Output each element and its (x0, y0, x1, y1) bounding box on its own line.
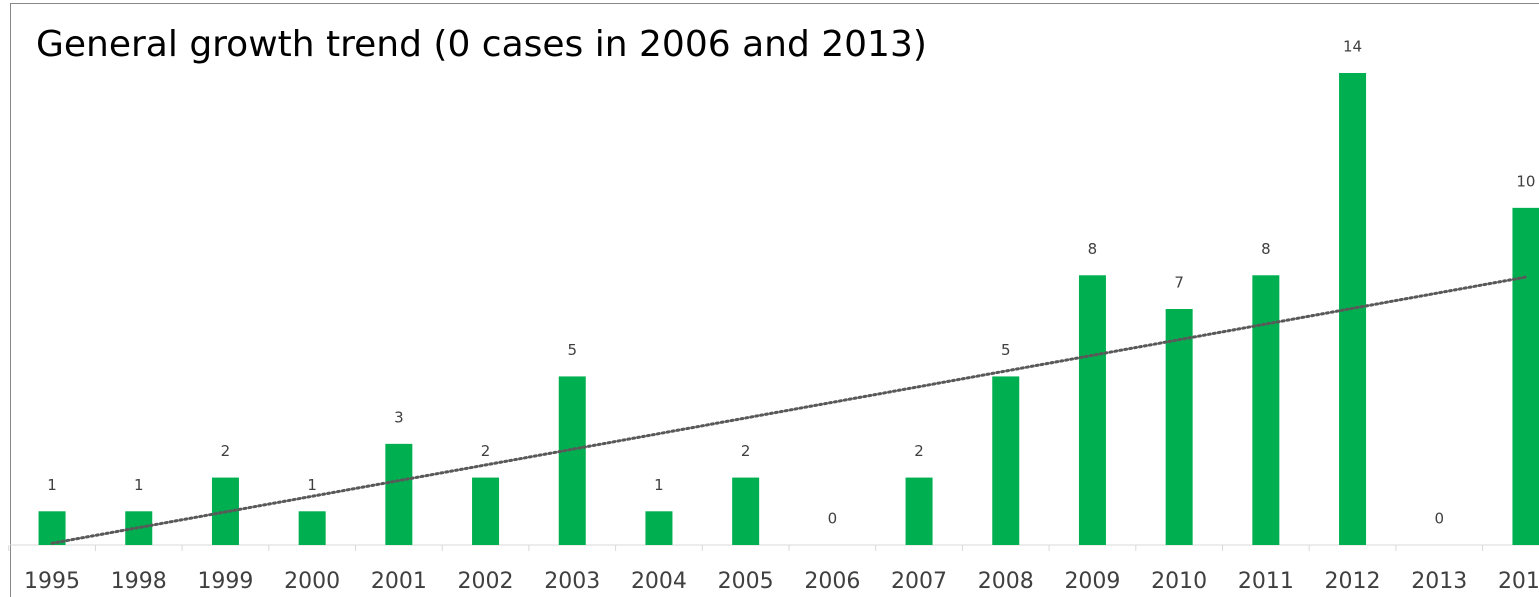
x-tick-label: 1999 (197, 569, 253, 594)
bar (385, 443, 413, 545)
data-label: 2 (481, 442, 491, 460)
x-tick-label: 1998 (111, 569, 167, 594)
data-label: 1 (654, 476, 664, 494)
data-label: 7 (1174, 274, 1184, 292)
data-label: 3 (394, 408, 404, 426)
bar (1165, 309, 1193, 545)
x-tick-label: 2000 (284, 569, 340, 594)
x-tick-label: 2014 (1498, 569, 1539, 594)
x-tick-label: 2003 (544, 569, 600, 594)
x-tick-label: 2007 (891, 569, 947, 594)
bar (472, 477, 500, 545)
x-tick-label: 2011 (1238, 569, 1294, 594)
data-label: 14 (1343, 38, 1362, 56)
data-label: 0 (1434, 510, 1444, 528)
bar (558, 376, 586, 545)
x-tick-label: 2004 (631, 569, 687, 594)
trendline (50, 275, 1528, 545)
data-label: 8 (1088, 240, 1098, 258)
data-label: 2 (914, 442, 924, 460)
bar (992, 376, 1020, 545)
bar (905, 477, 933, 545)
x-tick-label: 2009 (1064, 569, 1120, 594)
bar (645, 511, 673, 545)
x-tick-label: 1995 (24, 569, 80, 594)
x-tick-label: 2013 (1411, 569, 1467, 594)
x-tick-label: 2001 (371, 569, 427, 594)
x-tick-label: 2010 (1151, 569, 1207, 594)
bar (298, 511, 326, 545)
data-label: 5 (1001, 341, 1011, 359)
data-label: 2 (221, 442, 231, 460)
bar (38, 511, 66, 545)
chart-border (10, 3, 1539, 597)
bar (1252, 275, 1280, 545)
data-label: 2 (741, 442, 751, 460)
data-label: 10 (1516, 172, 1535, 190)
bar (1078, 275, 1106, 545)
x-tick-label: 2002 (458, 569, 514, 594)
data-label: 1 (134, 476, 144, 494)
data-label: 0 (828, 510, 838, 528)
data-label: 1 (307, 476, 317, 494)
x-tick-label: 2012 (1325, 569, 1381, 594)
x-tick-label: 2006 (804, 569, 860, 594)
bar (1512, 207, 1539, 545)
x-tick-label: 2005 (718, 569, 774, 594)
bar (732, 477, 760, 545)
x-tick-label: 2008 (978, 569, 1034, 594)
data-label: 1 (47, 476, 57, 494)
data-label: 8 (1261, 240, 1271, 258)
data-label: 5 (567, 341, 577, 359)
chart-title: General growth trend (0 cases in 2006 an… (36, 24, 927, 65)
